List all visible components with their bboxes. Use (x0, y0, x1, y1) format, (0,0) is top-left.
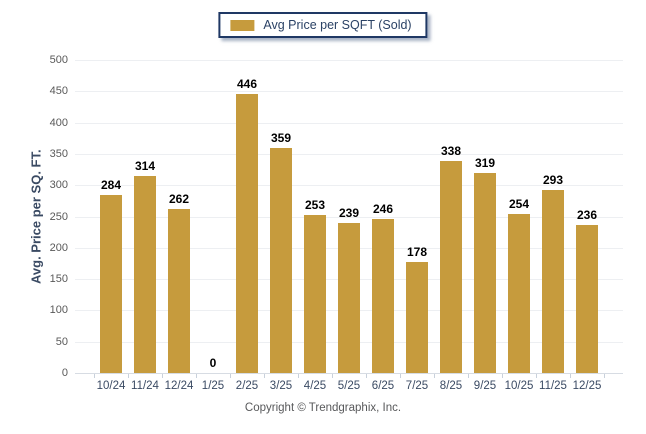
bar-value-label: 239 (338, 206, 360, 220)
bar (474, 173, 496, 373)
x-tick-label: 7/25 (405, 380, 429, 392)
y-tick-label: 400 (49, 117, 68, 129)
bar (576, 225, 598, 373)
x-tick-label: 4/25 (303, 380, 327, 392)
x-tick-label: 6/25 (371, 380, 395, 392)
x-tick-mark (162, 374, 163, 378)
bar (270, 148, 292, 373)
x-tick-label: 10/24 (96, 380, 126, 392)
x-tick-mark (196, 374, 197, 378)
x-tick-mark (230, 374, 231, 378)
bar-value-label: 253 (304, 198, 326, 212)
x-axis-baseline (75, 373, 623, 374)
bar (372, 219, 394, 373)
bar-value-label: 262 (168, 192, 190, 206)
gridline (75, 217, 623, 218)
x-tick-mark (502, 374, 503, 378)
x-tick-mark (536, 374, 537, 378)
bar-value-label: 236 (576, 208, 598, 222)
y-tick-label: 200 (49, 242, 68, 254)
bar (406, 262, 428, 373)
x-tick-label: 12/24 (164, 380, 194, 392)
legend-label: Avg Price per SQFT (Sold) (263, 18, 412, 32)
legend-swatch-icon (230, 19, 255, 31)
bar (134, 176, 156, 373)
x-tick-mark (400, 374, 401, 378)
bar-value-label: 338 (440, 144, 462, 158)
x-tick-mark (128, 374, 129, 378)
y-tick-label: 250 (49, 211, 68, 223)
bar-value-label: 246 (372, 202, 394, 216)
copyright-text: Copyright © Trendgraphix, Inc. (244, 402, 402, 414)
x-tick-mark (604, 374, 605, 378)
bar (100, 195, 122, 373)
bar-value-label: 0 (209, 356, 217, 370)
gridline (75, 185, 623, 186)
y-tick-label: 100 (49, 304, 68, 316)
bar-value-label: 254 (508, 197, 530, 211)
y-tick-label: 0 (61, 367, 68, 379)
x-tick-label: 11/25 (539, 380, 567, 392)
bar (304, 215, 326, 373)
x-tick-label: 1/25 (201, 380, 225, 392)
bar-value-label: 178 (406, 245, 428, 259)
bar (440, 161, 462, 373)
bar (542, 190, 564, 373)
x-tick-mark (434, 374, 435, 378)
y-tick-label: 50 (55, 336, 68, 348)
bar-value-label: 284 (100, 178, 122, 192)
x-tick-label: 12/25 (572, 380, 602, 392)
y-tick-label: 350 (49, 148, 68, 160)
gridline (75, 154, 623, 155)
gridline (75, 60, 623, 61)
x-tick-mark (298, 374, 299, 378)
x-tick-label: 3/25 (269, 380, 293, 392)
bar (508, 214, 530, 373)
bar-value-label: 314 (134, 159, 156, 173)
x-tick-mark (468, 374, 469, 378)
x-tick-label: 2/25 (235, 380, 259, 392)
gridline (75, 123, 623, 124)
x-tick-mark (94, 374, 95, 378)
x-tick-mark (366, 374, 367, 378)
y-tick-label: 500 (49, 54, 68, 66)
x-tick-mark (332, 374, 333, 378)
x-tick-label: 9/25 (473, 380, 497, 392)
bar (338, 223, 360, 373)
gridline (75, 91, 623, 92)
bar-value-label: 446 (236, 77, 258, 91)
x-tick-label: 5/25 (337, 380, 361, 392)
bar (236, 94, 258, 373)
x-tick-label: 8/25 (439, 380, 463, 392)
bar-value-label: 319 (474, 156, 496, 170)
x-tick-label: 10/25 (504, 380, 534, 392)
bar-value-label: 293 (542, 173, 564, 187)
legend: Avg Price per SQFT (Sold) (218, 12, 428, 38)
y-tick-label: 150 (49, 273, 68, 285)
x-tick-label: 11/24 (131, 380, 159, 392)
y-tick-label: 450 (49, 85, 68, 97)
y-tick-label: 300 (49, 179, 68, 191)
x-tick-mark (264, 374, 265, 378)
bar (168, 209, 190, 373)
bar-value-label: 359 (270, 131, 292, 145)
x-tick-mark (570, 374, 571, 378)
